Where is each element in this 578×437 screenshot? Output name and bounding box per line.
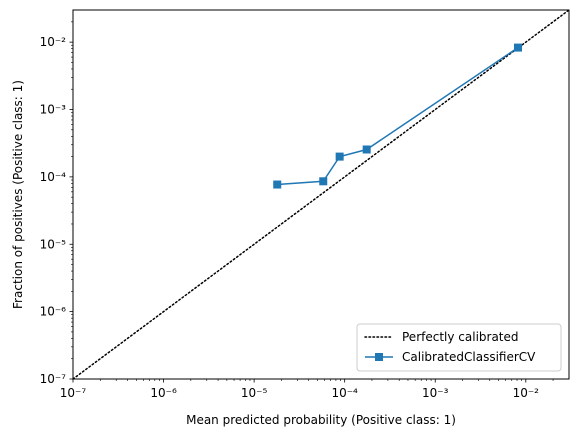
y-axis-label: Fraction of positives (Positive class: 1… <box>11 80 25 309</box>
x-tick-label: 10⁻⁵ <box>241 386 268 400</box>
data-point <box>513 43 522 52</box>
x-tick-label: 10⁻⁴ <box>331 386 358 400</box>
y-tick-label: 10⁻⁵ <box>40 237 67 251</box>
series-line <box>277 46 519 186</box>
y-tick-label: 10⁻³ <box>40 103 67 117</box>
legend-series-marker <box>375 353 383 361</box>
series-layer <box>273 43 522 189</box>
legend-series-label: CalibratedClassifierCV <box>402 350 536 364</box>
x-tick-label: 10⁻⁶ <box>150 386 177 400</box>
data-point <box>273 180 282 189</box>
x-tick-label: 10⁻² <box>513 386 540 400</box>
y-tick-label: 10⁻⁴ <box>40 170 67 184</box>
plot-frame <box>72 9 570 380</box>
y-tick-label: 10⁻⁶ <box>40 305 67 319</box>
data-point <box>319 177 328 186</box>
x-tick-label: 10⁻⁷ <box>60 386 87 400</box>
reference-line <box>72 9 570 380</box>
y-tick-label: 10⁻⁷ <box>40 372 67 386</box>
data-point <box>335 152 344 161</box>
legend-box <box>356 323 562 372</box>
y-tick-label: 10⁻² <box>40 35 67 49</box>
x-tick-label: 10⁻³ <box>422 386 449 400</box>
legend: Perfectly calibrated CalibratedClassifie… <box>356 323 562 372</box>
legend-reference-label: Perfectly calibrated <box>402 330 519 344</box>
ticks-layer: 10⁻⁷ 10⁻⁶ 10⁻⁵ 10⁻⁴ 10⁻³ 10⁻² 10⁻⁷ 10⁻⁶ 10⁻⁵ 10⁻⁴… <box>40 21 554 400</box>
x-axis-label: Mean predicted probability (Positive cla… <box>186 413 456 427</box>
data-point <box>362 145 371 154</box>
reference-line-layer <box>72 9 570 380</box>
